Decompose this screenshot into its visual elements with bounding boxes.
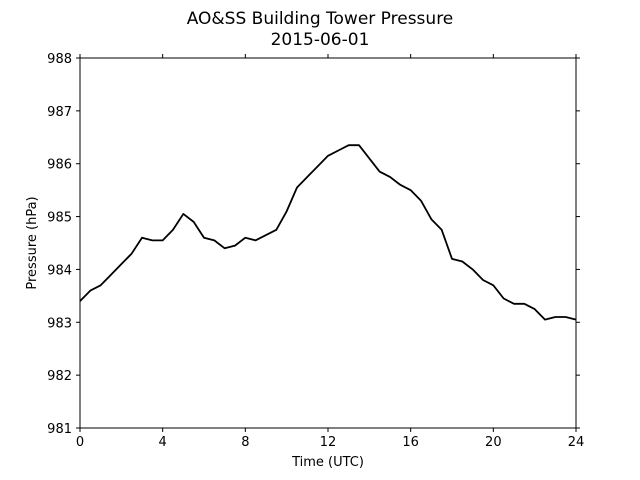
y-tick-label-986: 986: [47, 158, 72, 173]
x-tick-label-0: 0: [76, 435, 84, 450]
x-tick-label-8: 8: [241, 435, 249, 450]
y-tick-label-988: 988: [47, 52, 72, 67]
x-tick-label-4: 4: [159, 435, 167, 450]
plot-area: 0 4 8 12 16 20 24 981 982 983 984 985 986 987 988: [47, 52, 584, 450]
y-tick-label-981: 981: [47, 422, 72, 437]
y-tick-label-985: 985: [47, 211, 72, 226]
y-tick-label-987: 987: [47, 105, 72, 120]
x-tick-label-24: 24: [568, 435, 585, 450]
x-tick-label-12: 12: [320, 435, 337, 450]
x-tick-label-20: 20: [485, 435, 502, 450]
y-tick-label-982: 982: [47, 369, 72, 384]
x-axis-label: Time (UTC): [291, 455, 364, 470]
x-tick-label-16: 16: [402, 435, 419, 450]
chart-subtitle: 2015-06-01: [271, 30, 370, 50]
y-axis-label: Pressure (hPa): [25, 196, 40, 289]
series-line-0: [79, 144, 577, 321]
y-tick-label-983: 983: [47, 316, 72, 331]
y-tick-label-984: 984: [47, 263, 72, 278]
chart-title: AO&SS Building Tower Pressure: [187, 9, 454, 29]
plot-frame: [79, 57, 577, 429]
